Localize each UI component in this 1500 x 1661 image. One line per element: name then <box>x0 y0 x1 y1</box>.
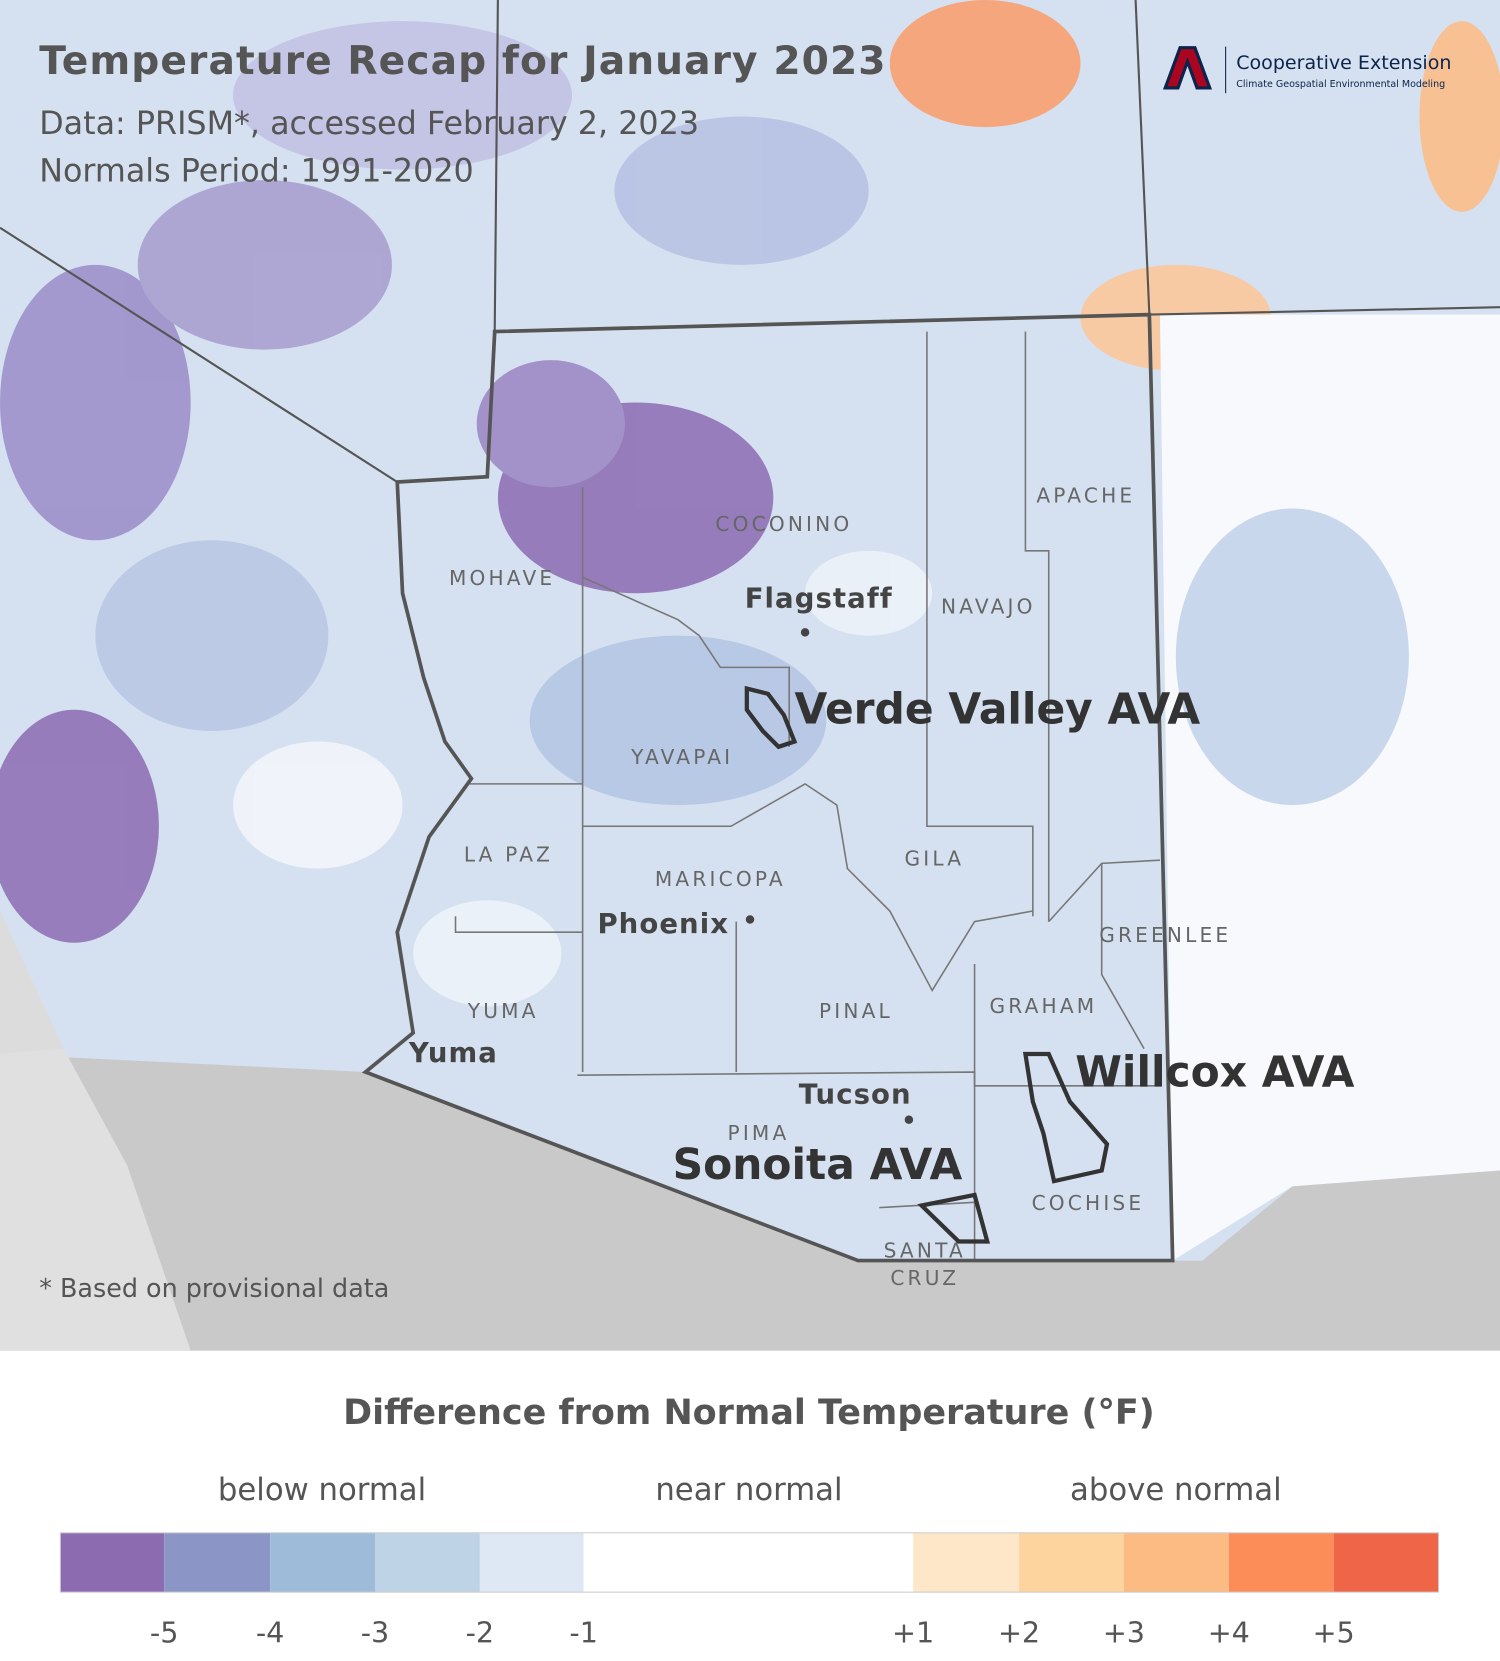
arizona-outline <box>361 312 1175 1263</box>
title: Temperature Recap for January 2023 <box>39 39 886 84</box>
ava-label: Willcox AVA <box>1075 1048 1354 1097</box>
city-label: Flagstaff <box>745 583 893 615</box>
legend-tick-label: -1 <box>569 1616 598 1650</box>
county-label: COCHISE <box>1032 1191 1145 1215</box>
county-label: YUMA <box>467 999 539 1023</box>
county-label: MOHAVE <box>449 566 555 590</box>
county-label: GILA <box>904 847 964 871</box>
legend-group-label: above normal <box>1070 1472 1282 1508</box>
county-label: COCONINO <box>715 512 852 536</box>
legend-tick-label: +2 <box>998 1616 1040 1650</box>
legend-tick-label: -5 <box>150 1616 179 1650</box>
county-label: NAVAJO <box>941 595 1036 619</box>
normals: Normals Period: 1991-2020 <box>39 154 474 190</box>
footnote: * Based on provisional data <box>39 1273 389 1303</box>
city-label: Yuma <box>408 1037 498 1069</box>
legend-group-label: near normal <box>655 1472 842 1508</box>
legend-tick-label: -3 <box>361 1616 390 1650</box>
county-label: PINAL <box>819 999 893 1023</box>
legend-swatch <box>1019 1532 1124 1593</box>
legend-group-label: below normal <box>218 1472 426 1508</box>
legend-swatch <box>479 1532 584 1593</box>
county-label: CRUZ <box>890 1266 959 1290</box>
legend-swatch <box>1123 1532 1229 1593</box>
california-coast <box>0 911 64 1055</box>
source: Data: PRISM*, accessed February 2, 2023 <box>39 106 699 142</box>
legend-tick-label: +3 <box>1103 1616 1145 1650</box>
legend-swatch <box>375 1532 480 1593</box>
logo: Cooperative Extension Climate Geospatial… <box>1162 46 1451 94</box>
legend-swatch <box>164 1532 271 1593</box>
legend-frame <box>59 1532 1440 1593</box>
ocean <box>0 1048 191 1351</box>
city-dots <box>745 628 914 1124</box>
legend-swatch <box>1333 1532 1439 1593</box>
logo-mark <box>1162 46 1213 90</box>
county-label: SANTA <box>884 1239 966 1263</box>
legend-swatch <box>270 1532 376 1593</box>
legend-tick-label: +4 <box>1208 1616 1250 1650</box>
ava-label: Sonoita AVA <box>673 1140 963 1189</box>
logo-subtitle: Climate Geospatial Environmental Modelin… <box>1236 79 1445 90</box>
county-label: YAVAPAI <box>630 745 733 769</box>
logo-name: Cooperative Extension <box>1236 52 1451 74</box>
county-label: MARICOPA <box>655 867 786 891</box>
county-label: GREENLEE <box>1099 923 1231 947</box>
legend-title: Difference from Normal Temperature (°F) <box>343 1393 1155 1433</box>
ava-label: Verde Valley AVA <box>794 684 1200 733</box>
county-label: PIMA <box>728 1121 790 1145</box>
county-label: APACHE <box>1036 483 1135 507</box>
city-label: Tucson <box>799 1078 912 1110</box>
legend-tick-label: -2 <box>466 1616 495 1650</box>
ava-outlines <box>744 685 1110 1244</box>
map <box>0 0 1500 1351</box>
mexico <box>0 1054 1500 1351</box>
legend-tick-label: +5 <box>1313 1616 1355 1650</box>
city-label: Phoenix <box>597 908 729 940</box>
legend-swatch <box>60 1532 165 1593</box>
county-label: LA PAZ <box>464 842 553 866</box>
legend-swatch <box>1228 1532 1334 1593</box>
county-lines <box>454 331 1160 1261</box>
legend-tick-label: -4 <box>256 1616 285 1650</box>
anomaly-patch <box>1175 508 1409 806</box>
county-label: GRAHAM <box>990 994 1098 1018</box>
legend-swatch <box>583 1532 914 1593</box>
legend-swatch <box>913 1532 1020 1593</box>
legend-tick-label: +1 <box>892 1616 934 1650</box>
